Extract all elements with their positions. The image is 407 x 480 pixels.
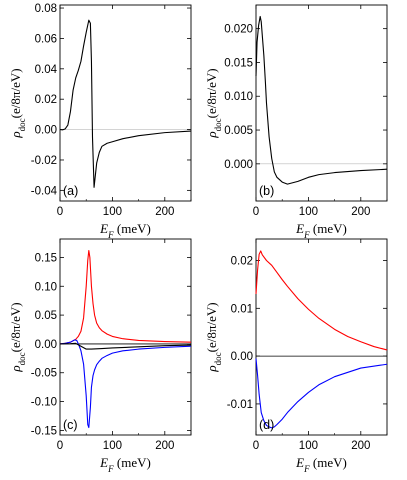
x-tick-label: 0 [57, 206, 63, 218]
y-axis-label: ρdoc(e/8π/eV) [8, 302, 27, 372]
y-tick-label: 0.010 [224, 91, 253, 103]
x-tick-label: 100 [299, 440, 318, 452]
y-tick-label: 0.00 [35, 125, 57, 137]
panel-label: (b) [259, 184, 274, 198]
y-tick-label: 0.04 [35, 64, 58, 76]
y-tick-label: 0.015 [224, 57, 253, 69]
plot-frame [255, 4, 388, 202]
series-line [59, 19, 192, 188]
y-axis-label: ρdoc(e/8π/eV) [204, 68, 223, 138]
series-line [59, 339, 192, 429]
x-tick-label: 100 [103, 440, 122, 452]
x-tick-label: 200 [351, 440, 370, 452]
x-tick-label: 200 [155, 206, 174, 218]
y-tick-label: -0.05 [31, 368, 57, 380]
plot-frame [255, 238, 388, 436]
x-tick-label: 200 [155, 440, 174, 452]
y-tick-label: -0.02 [31, 155, 57, 167]
y-tick-label: 0.15 [35, 252, 57, 264]
y-axis-label: ρdoc(e/8π/eV) [8, 68, 27, 138]
panel-label: (d) [259, 418, 274, 432]
x-axis-label: EF (meV) [99, 221, 151, 240]
series-line [59, 249, 192, 345]
panel-label: (c) [63, 418, 78, 432]
x-axis-label: EF (meV) [295, 221, 347, 240]
series-line [255, 15, 388, 185]
panel-label: (a) [63, 184, 78, 198]
y-axis-label: ρdoc(e/8π/eV) [204, 302, 223, 372]
series-line [255, 358, 388, 429]
x-tick-label: 100 [299, 206, 318, 218]
y-tick-label: 0.01 [231, 303, 253, 315]
plot-frame [59, 4, 192, 202]
x-tick-label: 0 [253, 206, 259, 218]
x-tick-label: 100 [103, 206, 122, 218]
y-tick-label: -0.15 [31, 425, 57, 437]
series-line [59, 342, 192, 350]
x-axis-label: EF (meV) [295, 455, 347, 474]
y-tick-label: 0.005 [224, 125, 253, 137]
y-tick-label: 0.00 [231, 351, 253, 363]
y-tick-label: 0.02 [231, 256, 253, 268]
series-line [255, 250, 388, 351]
y-tick-label: 0.020 [224, 24, 253, 36]
x-tick-label: 0 [57, 440, 63, 452]
y-tick-label: -0.04 [31, 185, 58, 197]
panel-c: 0 100 200 0.15 0.10 0.05 0.00 -0.05 -0.10 -0.15 (c… [8, 238, 192, 474]
y-tick-label: -0.10 [31, 397, 57, 409]
y-tick-label: 0.02 [35, 94, 57, 106]
y-tick-label: 0.000 [224, 159, 253, 171]
y-tick-label: -0.01 [227, 399, 253, 411]
panel-d: 0 100 200 0.02 0.01 0.00 -0.01 (d) EF (meV) ρdoc(… [204, 238, 388, 474]
plot-frame [59, 238, 192, 436]
y-tick-label: 0.06 [35, 33, 57, 45]
x-axis-label: EF (meV) [99, 455, 151, 474]
y-tick-label: 0.00 [35, 339, 57, 351]
panel-b: 0 100 200 0.020 0.015 0.010 0.005 0.000 (b) EF (m… [204, 4, 388, 240]
y-tick-label: 0.08 [35, 3, 57, 15]
x-tick-label: 200 [351, 206, 370, 218]
panel-a: 0 100 200 0.08 0.06 0.04 0.02 0.00 -0.02 -0.04 (a)… [8, 3, 192, 240]
x-tick-label: 0 [253, 440, 259, 452]
y-tick-label: 0.10 [35, 281, 57, 293]
y-tick-label: 0.05 [35, 310, 57, 322]
